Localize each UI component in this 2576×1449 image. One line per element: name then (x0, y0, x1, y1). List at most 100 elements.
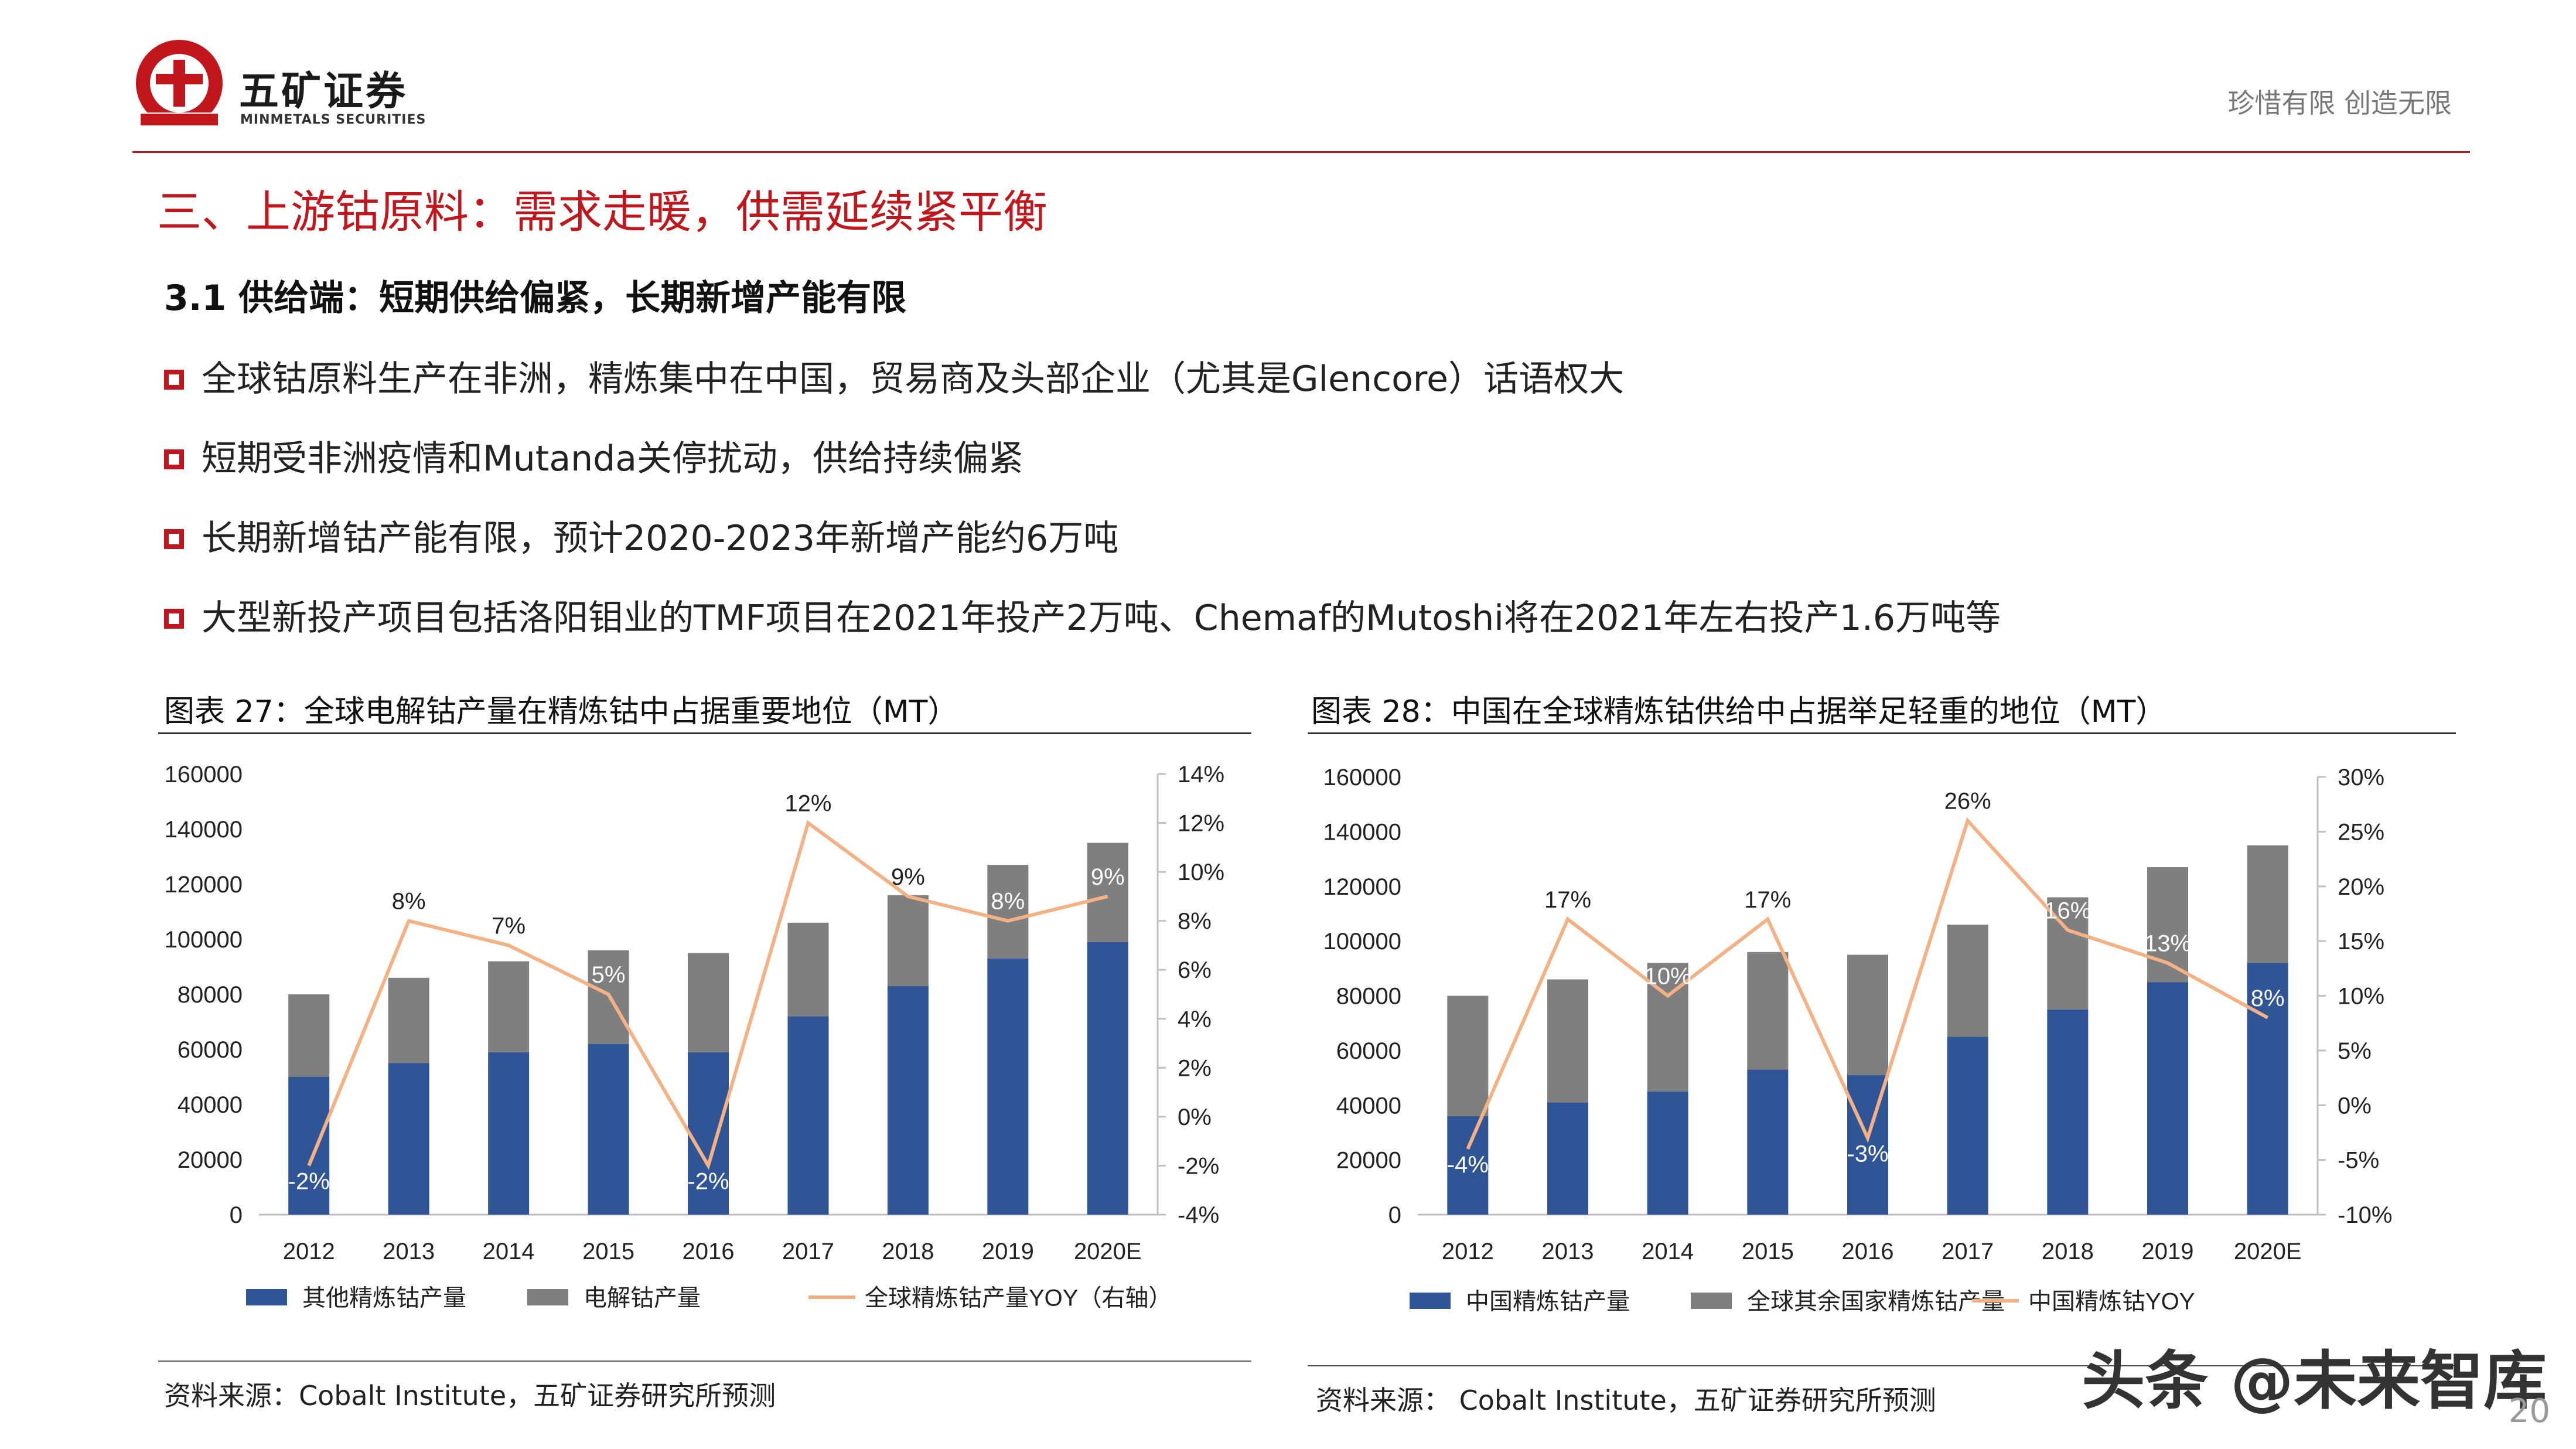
y2-tick-label: 10% (2338, 984, 2384, 1010)
y-tick-label: 140000 (165, 817, 243, 843)
x-tick-label: 2016 (1842, 1239, 1894, 1264)
x-tick-label: 2013 (383, 1239, 435, 1264)
x-tick-label: 2012 (1442, 1239, 1494, 1264)
bar-segment (2147, 982, 2188, 1215)
y-tick-label: 20000 (1336, 1148, 1401, 1174)
y2-tick-label: 10% (1178, 860, 1224, 885)
yoy-data-label: -4% (1447, 1152, 1489, 1178)
yoy-data-label: 8% (2251, 986, 2285, 1011)
y2-tick-label: 4% (1178, 1007, 1212, 1032)
legend-label: 全球精炼钴产量YOY（右轴） (865, 1285, 1172, 1311)
yoy-data-label: 9% (1091, 864, 1125, 890)
bar-segment (388, 977, 429, 1063)
yoy-data-label: 17% (1744, 887, 1791, 913)
y2-tick-label: 2% (1178, 1055, 1212, 1081)
y-tick-label: 80000 (178, 982, 243, 1008)
bar-segment (1747, 952, 1789, 1070)
bar-segment (2247, 845, 2288, 963)
chart-source-right: 资料来源： Cobalt Institute，五矿证券研究所预测 (1316, 1385, 1936, 1416)
bar-segment (787, 1016, 829, 1215)
y-tick-label: 100000 (1323, 929, 1401, 954)
x-tick-label: 2018 (882, 1239, 934, 1264)
x-tick-label: 2018 (2042, 1239, 2094, 1264)
bar-segment (1947, 925, 1988, 1037)
brand-subtitle: MINMETALS SECURITIES (240, 112, 427, 127)
bullet-text: 全球钴原料生产在非洲，精炼集中在中国，贸易商及头部企业（尤其是Glencore）… (202, 359, 1625, 400)
bar-segment (1447, 995, 1489, 1116)
section-subtitle: 3.1 供给端：短期供给偏紧，长期新增产能有限 (164, 278, 907, 319)
bar-segment (1087, 942, 1128, 1215)
legend-label: 中国精炼钴YOY (2028, 1288, 2195, 1314)
yoy-data-label: 8% (991, 889, 1025, 915)
yoy-line (307, 820, 1108, 1170)
yoy-data-label: 5% (592, 962, 626, 988)
y-tick-label: 60000 (1336, 1038, 1401, 1064)
bar-segment (1647, 1091, 1688, 1215)
legend-swatch (1691, 1293, 1732, 1309)
page-title: 三、上游钴原料：需求走暖，供需延续紧平衡 (157, 186, 1048, 238)
bar-segment (688, 953, 729, 1052)
y-tick-label: 100000 (165, 927, 243, 953)
y2-tick-label: 0% (1178, 1104, 1212, 1130)
bar-segment (1847, 954, 1888, 1075)
chart-caption-right: 图表 28：中国在全球精炼钴供给中占据举足轻重的地位（MT） (1311, 694, 2166, 729)
bar-segment (488, 961, 530, 1052)
y2-tick-label: -5% (2338, 1148, 2379, 1174)
y-tick-label: 60000 (178, 1037, 243, 1063)
x-tick-label: 2020E (2234, 1239, 2302, 1264)
y2-tick-label: 25% (2338, 819, 2384, 845)
bullet-item: 全球钴原料生产在非洲，精炼集中在中国，贸易商及头部企业（尤其是Glencore）… (164, 350, 1624, 401)
y-tick-label: 120000 (165, 872, 243, 898)
y-tick-label: 0 (1388, 1202, 1401, 1228)
x-tick-label: 2015 (1742, 1239, 1794, 1264)
bullet-item: 长期新增钴产能有限，预计2020-2023年新增产能约6万吨 (164, 510, 1118, 561)
y2-tick-label: 5% (2338, 1038, 2372, 1064)
chart-bottom-rule-right (1308, 1365, 2456, 1366)
y2-tick-label: 20% (2338, 874, 2384, 900)
y-tick-label: 0 (230, 1202, 243, 1228)
chart-caption-left: 图表 27：全球电解钴产量在精炼钴中占据重要地位（MT） (164, 694, 958, 729)
brand-name: 五矿证券 (239, 69, 408, 115)
bullet-text: 短期受非洲疫情和Mutanda关停扰动，供给持续偏紧 (202, 438, 1023, 479)
yoy-line (1466, 817, 2269, 1150)
chart-left: 0 20000 40000 60000 80000 100000 120000 140000 1… (165, 762, 1225, 1311)
bar-segment (887, 895, 929, 986)
yoy-data-label: 12% (784, 791, 831, 817)
x-tick-label: 2019 (2142, 1239, 2194, 1264)
yoy-data-label: 26% (1944, 789, 1991, 814)
y2-tick-label: 12% (1178, 811, 1224, 837)
bar-segment (987, 865, 1029, 959)
bar-segment (2247, 963, 2288, 1215)
y-tick-label: 20000 (178, 1147, 243, 1173)
bar-segment (688, 1052, 729, 1215)
y2-tick-label: 14% (1178, 762, 1224, 787)
yoy-data-label: 17% (1544, 887, 1591, 913)
yoy-data-label: -3% (1847, 1141, 1888, 1167)
x-tick-label: 2017 (1942, 1239, 1994, 1264)
bullet-item: 短期受非洲疫情和Mutanda关停扰动，供给持续偏紧 (164, 430, 1023, 481)
bar-segment (887, 986, 929, 1215)
watermark: 头条 @未来智库 (2082, 1345, 2547, 1418)
x-tick-label: 2012 (283, 1239, 335, 1264)
y2-tick-label: 0% (2338, 1093, 2372, 1119)
hollow-square-bullet-icon (164, 609, 184, 629)
bar-segment (1087, 843, 1128, 942)
bar-segment (787, 922, 829, 1017)
bullet-text: 长期新增钴产能有限，预计2020-2023年新增产能约6万吨 (202, 518, 1119, 559)
bar-segment (2047, 1009, 2089, 1215)
yoy-data-label: -2% (288, 1168, 330, 1194)
bar-segment (1547, 979, 1588, 1103)
y2-tick-label: 30% (2338, 765, 2384, 790)
hollow-square-bullet-icon (164, 449, 184, 469)
hollow-square-bullet-icon (164, 370, 184, 390)
page-number: 20 (2508, 1392, 2550, 1430)
y2-tick-label: -10% (2338, 1202, 2392, 1228)
tagline: 珍惜有限 创造无限 (2227, 87, 2452, 119)
legend-label: 其他精炼钴产量 (302, 1285, 466, 1311)
y-tick-label: 160000 (165, 762, 243, 787)
x-tick-label: 2013 (1542, 1239, 1594, 1264)
chart-bottom-rule-left (158, 1361, 1251, 1362)
x-tick-label: 2014 (483, 1239, 535, 1264)
y2-tick-label: -2% (1178, 1153, 1219, 1179)
bar-segment (488, 1052, 530, 1215)
